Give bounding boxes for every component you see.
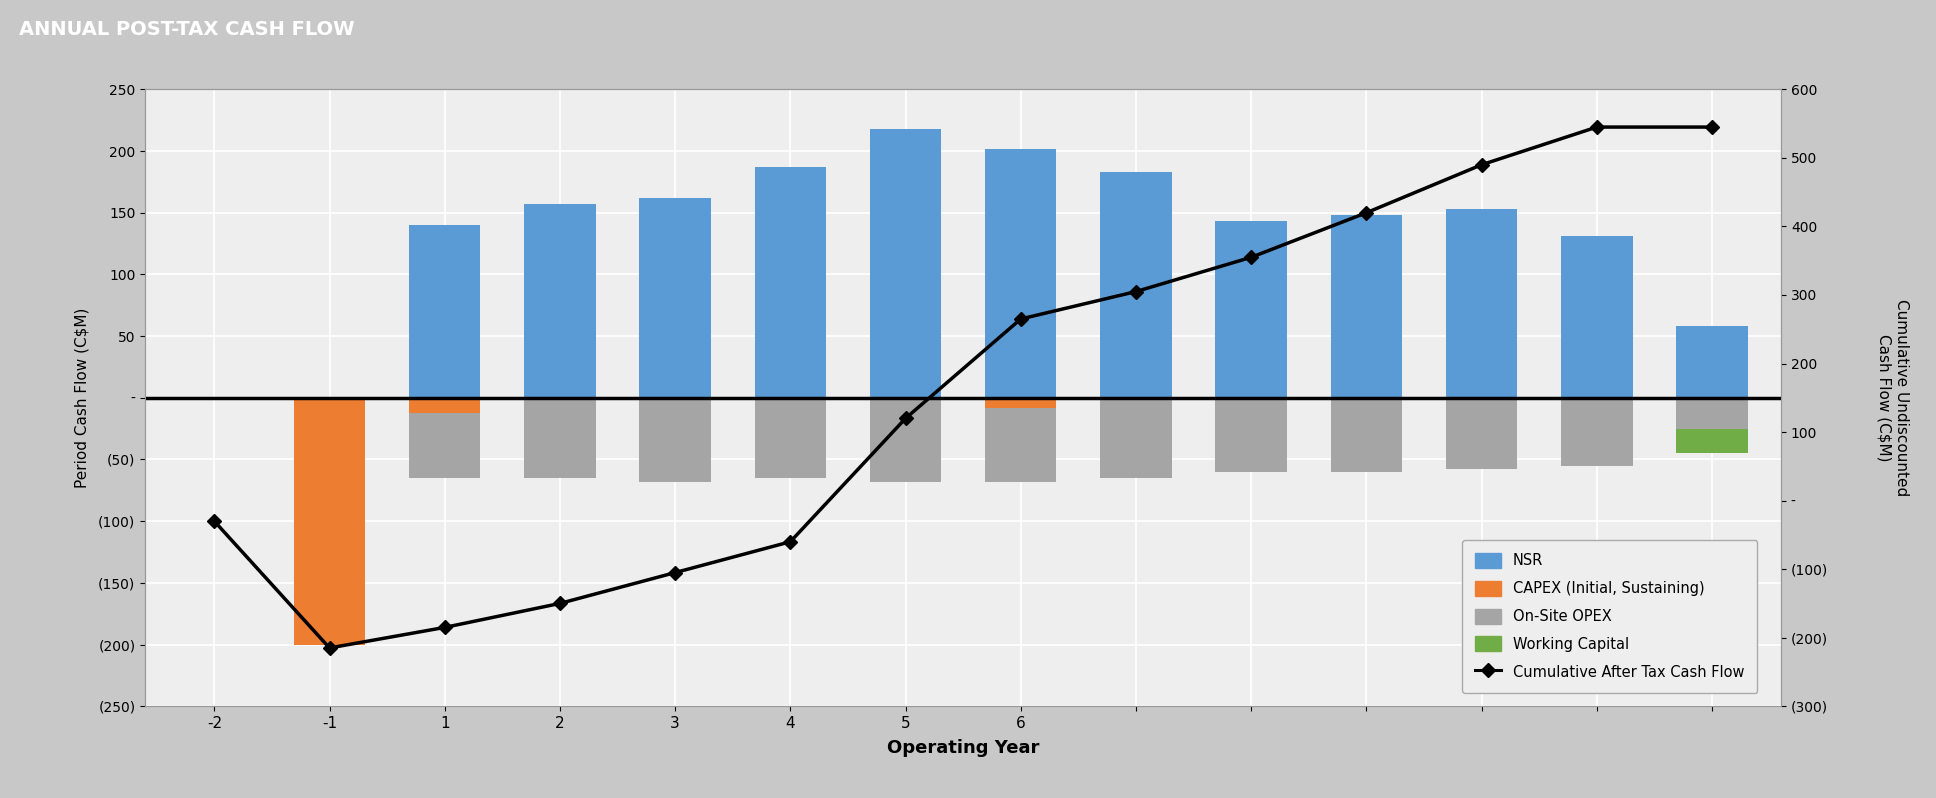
Bar xyxy=(869,398,941,482)
Bar xyxy=(1446,398,1518,469)
Bar xyxy=(639,398,711,482)
Bar xyxy=(1216,221,1287,398)
Bar xyxy=(755,398,827,478)
Bar xyxy=(985,148,1057,398)
Legend: NSR, CAPEX (Initial, Sustaining), On-Site OPEX, Working Capital, Cumulative Afte: NSR, CAPEX (Initial, Sustaining), On-Sit… xyxy=(1462,540,1758,693)
Bar xyxy=(985,398,1057,482)
Bar xyxy=(755,167,827,398)
Bar xyxy=(525,204,596,398)
Bar xyxy=(639,198,711,398)
Y-axis label: Period Cash Flow (C$M): Period Cash Flow (C$M) xyxy=(76,307,89,488)
Bar xyxy=(869,128,941,398)
Bar xyxy=(408,398,480,413)
Bar xyxy=(408,398,480,478)
Bar xyxy=(1330,215,1402,398)
Bar xyxy=(1677,429,1748,453)
Bar xyxy=(525,398,596,478)
Bar xyxy=(1100,398,1171,478)
Bar xyxy=(1330,398,1402,472)
Text: ANNUAL POST-TAX CASH FLOW: ANNUAL POST-TAX CASH FLOW xyxy=(19,21,354,39)
Y-axis label: Cumulative Undiscounted
Cash Flow (C$M): Cumulative Undiscounted Cash Flow (C$M) xyxy=(1876,299,1909,496)
Bar xyxy=(1677,398,1748,453)
X-axis label: Operating Year: Operating Year xyxy=(887,739,1040,757)
Bar xyxy=(1560,236,1632,398)
Bar xyxy=(1100,172,1171,398)
Bar xyxy=(408,225,480,398)
Bar xyxy=(985,398,1057,408)
Bar xyxy=(1216,398,1287,472)
Bar xyxy=(1446,209,1518,398)
Bar xyxy=(294,398,366,645)
Bar xyxy=(1560,398,1632,466)
Bar xyxy=(1677,326,1748,398)
